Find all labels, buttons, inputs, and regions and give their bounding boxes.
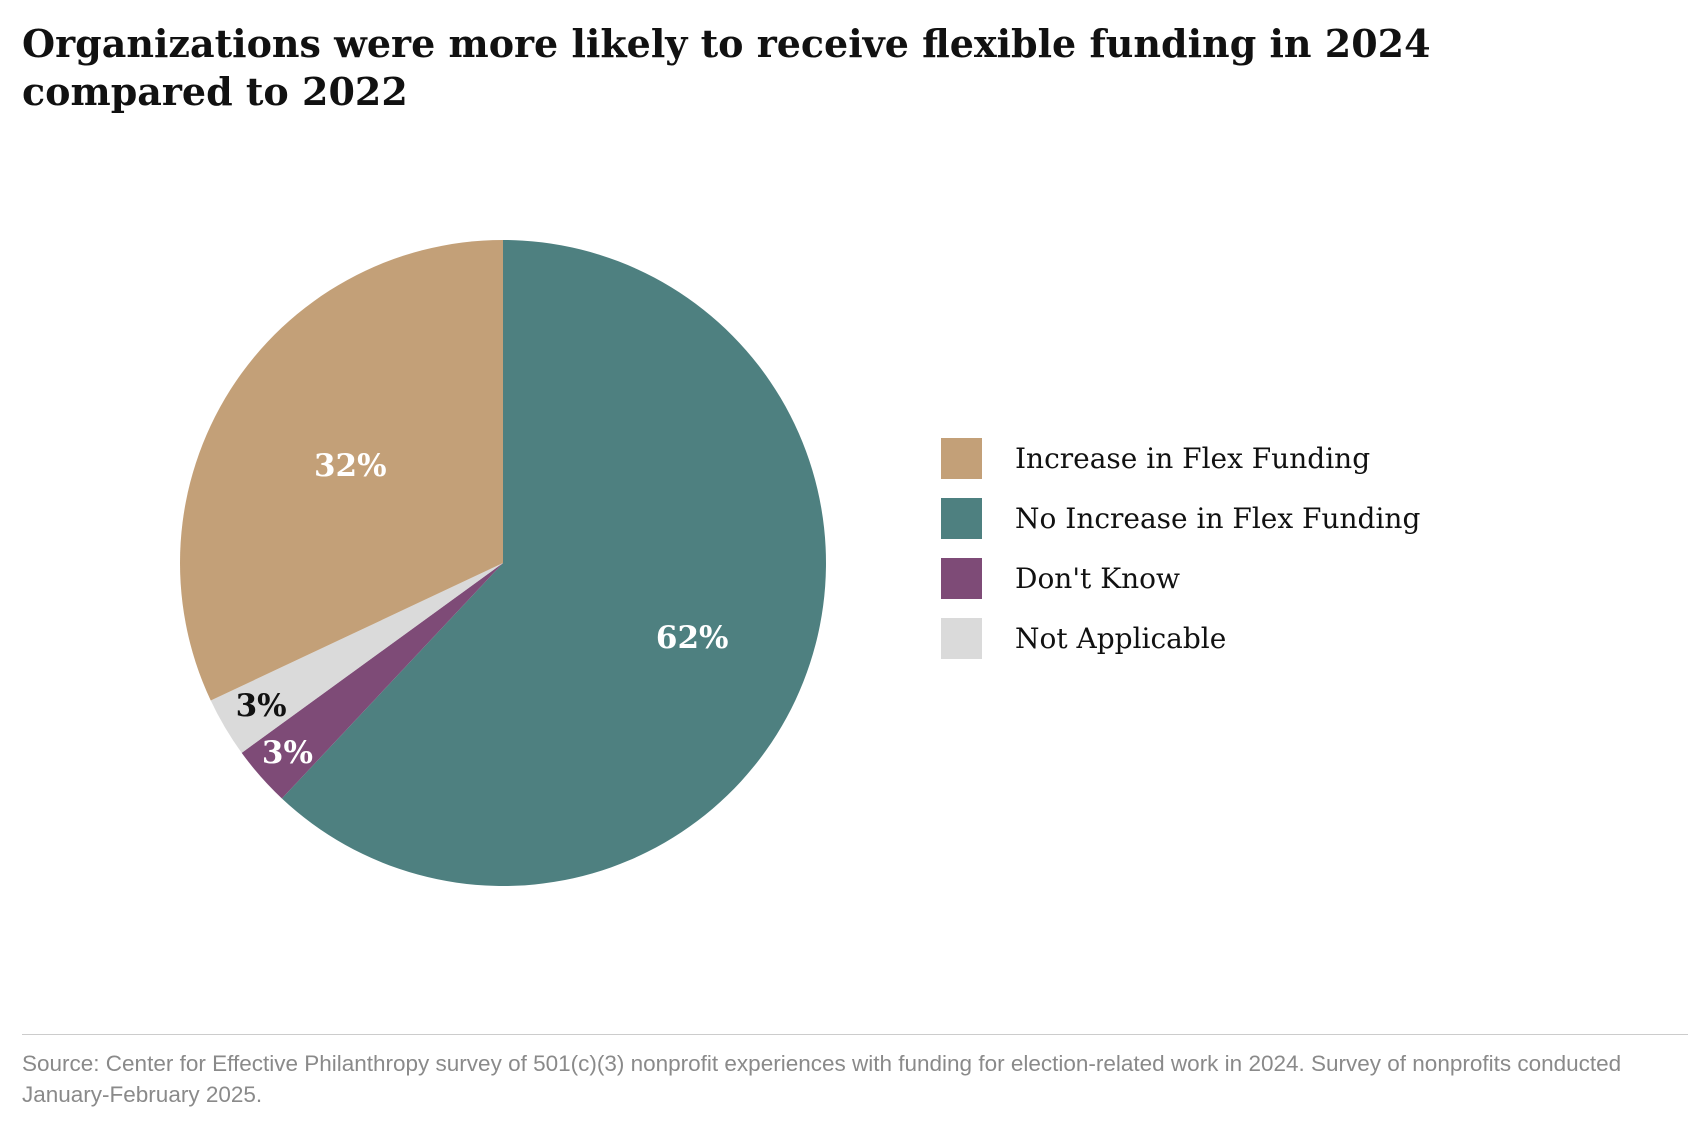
footer-divider xyxy=(22,1034,1688,1035)
legend-item-not-applicable: Not Applicable xyxy=(941,608,1420,668)
legend-label-not-applicable: Not Applicable xyxy=(1015,621,1227,655)
slice-label-not-applicable: 3% xyxy=(236,688,287,724)
chart-title: Organizations were more likely to receiv… xyxy=(22,21,1431,114)
legend-item-no-increase: No Increase in Flex Funding xyxy=(941,488,1420,548)
legend-swatch-increase xyxy=(941,437,982,479)
slice-label-no-increase: 62% xyxy=(656,620,729,656)
pie-slices xyxy=(179,240,826,886)
chart-legend: Increase in Flex Funding No Increase in … xyxy=(941,428,1420,668)
pie-slice-labels: 62% 3% 3% 32% xyxy=(236,448,729,771)
source-note: Source: Center for Effective Philanthrop… xyxy=(22,1051,1622,1107)
legend-swatch-not-applicable xyxy=(941,617,982,659)
legend-label-increase: Increase in Flex Funding xyxy=(1015,441,1371,475)
pie-slice-not-applicable xyxy=(210,563,504,753)
legend-swatch-no-increase xyxy=(941,497,982,539)
slice-label-increase: 32% xyxy=(314,448,387,484)
legend-swatch-dont-know xyxy=(941,557,982,599)
legend-item-increase: Increase in Flex Funding xyxy=(941,428,1420,488)
pie-slice-no-increase xyxy=(281,240,826,886)
slice-label-dont-know: 3% xyxy=(262,735,313,771)
legend-label-no-increase: No Increase in Flex Funding xyxy=(1015,501,1421,535)
pie-slice-dont-know xyxy=(241,563,503,799)
pie-chart: 62% 3% 3% 32% xyxy=(179,240,826,886)
legend-item-dont-know: Don't Know xyxy=(941,548,1420,608)
legend-label-dont-know: Don't Know xyxy=(1015,561,1180,595)
pie-slice-increase xyxy=(179,240,503,701)
